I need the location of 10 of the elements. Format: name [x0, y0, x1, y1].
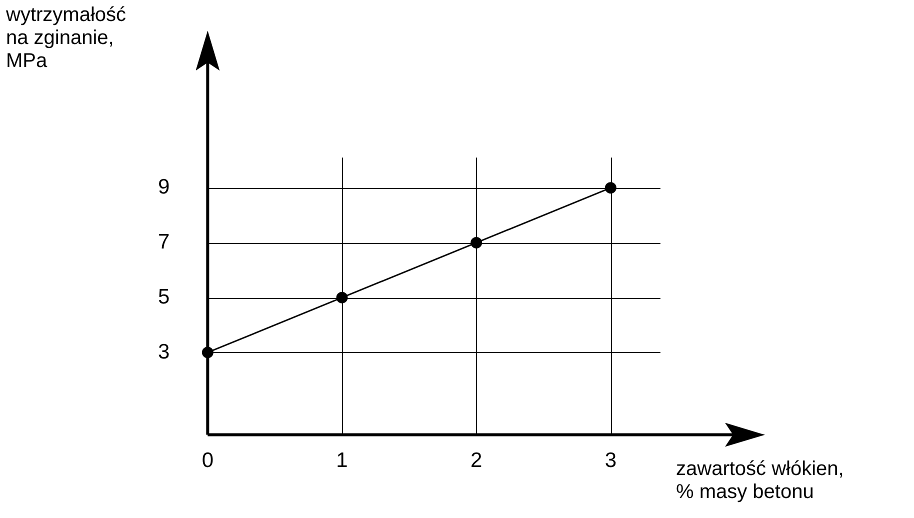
x-tick-label: 0 — [202, 449, 214, 472]
y-tick-label: 5 — [158, 285, 170, 308]
y-tick-label: 3 — [158, 340, 170, 364]
y-tick-label: 9 — [158, 176, 170, 199]
x-axis-title: zawartość włókien, % masy betonu — [676, 458, 844, 504]
y-tick-label: 7 — [158, 230, 170, 254]
y-axis-title: wytrzymałość na zginanie, MPa — [6, 4, 126, 73]
x-tick-label: 1 — [336, 449, 348, 472]
x-tick-label: 3 — [604, 449, 617, 472]
x-tick-label: 2 — [470, 449, 482, 472]
